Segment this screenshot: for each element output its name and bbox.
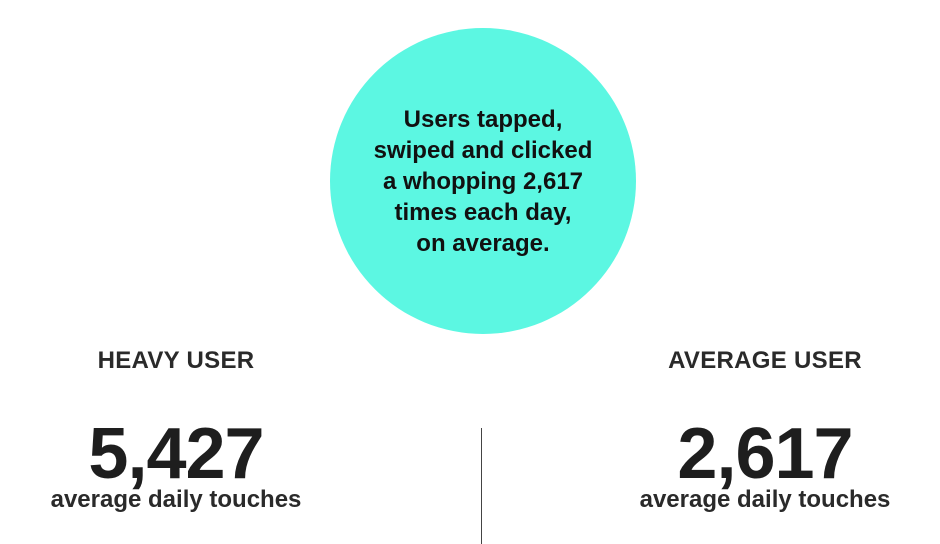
heavy-user-value: 5,427 xyxy=(88,414,264,494)
heavy-user-label: HEAVY USER xyxy=(97,347,255,374)
column-divider xyxy=(481,428,482,544)
heavy-user-caption: average daily touches xyxy=(50,486,302,513)
average-user-caption: average daily touches xyxy=(639,486,891,513)
callout-circle: Users tapped, swiped and clicked a whopp… xyxy=(330,28,636,334)
average-user-label: AVERAGE USER xyxy=(668,347,862,374)
average-user-value: 2,617 xyxy=(677,414,853,494)
callout-text: Users tapped, swiped and clicked a whopp… xyxy=(373,105,593,257)
